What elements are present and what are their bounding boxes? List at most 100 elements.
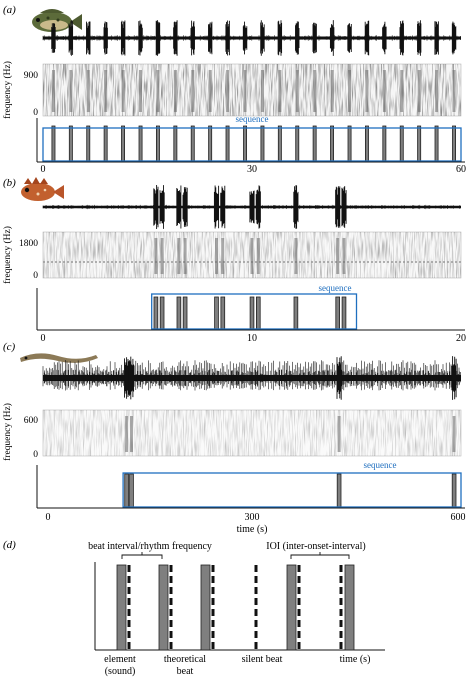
panel-c-spectro-tick-bottom: 0 [33,450,38,460]
diagram-label-time: time (s) [340,654,371,665]
element-bar [434,125,439,163]
panel-a-waveform [42,20,461,56]
panel-a-spectro-tick-bottom: 0 [33,108,38,118]
waveform-burst [382,21,387,55]
element-bar [159,296,165,331]
spectrogram-streak [348,70,351,112]
element-bar [200,564,211,651]
panel-b-spectro-ylabel: frequency (Hz) [2,226,13,284]
spectrogram-streak [69,70,73,112]
diagram-label-ioi: IOI (inter-onset-interval) [266,541,365,552]
element-bar [116,564,127,651]
element-bar [335,296,340,331]
waveform-burst [220,185,226,229]
waveform-burst [103,21,108,55]
spectrogram-streak [104,70,108,112]
element-bar [249,296,255,331]
panel-b-xtick-1: 10 [247,333,257,344]
spectrogram-streak [435,70,439,112]
waveform-burst [417,20,422,56]
element-bar [330,125,334,163]
panel-b: (b) frequency (Hz) 1800 0 sequence 0 10 … [2,177,466,344]
element-bar [312,125,317,163]
element-bar [341,296,347,331]
spectrogram-streak [125,416,129,452]
element-bar [260,125,265,163]
panel-c: (c) frequency (Hz) 600 0 sequence 0 300 … [2,341,466,535]
element-bar [417,125,422,163]
waveform-burst [182,187,188,227]
element-bar [220,296,226,331]
diagram-label-theoretical-beat: beat [177,666,194,677]
spectrogram-streak [452,416,456,452]
panel-c-xtick-1: 300 [245,512,260,523]
element-bar [255,296,261,331]
panel-b-xtick-0: 0 [41,333,46,344]
spectrogram-streak [173,70,177,112]
panel-a-label: (a) [3,4,16,16]
waveform-burst [255,185,261,229]
spectrogram-streak [208,70,212,112]
spectrogram-streak [294,238,298,274]
element-bar [208,125,213,163]
spectrogram-streak [313,70,317,112]
waveform-burst [341,186,347,228]
element-bar [293,296,299,331]
panel-a-pulse-train [42,125,462,163]
waveform-burst [312,22,317,54]
waveform-burst [173,20,178,56]
spectrogram-streak [191,70,195,112]
waveform-burst [213,185,220,229]
spectrogram-streak [382,70,386,112]
waveform-burst [335,186,341,228]
element-bar [382,125,387,163]
waveform-burst [451,356,457,400]
panel-a-spectrogram-texture [43,64,461,116]
waveform-burst [260,20,265,56]
element-bar [173,125,178,163]
element-bar [121,125,125,163]
element-bar [214,296,219,331]
waveform-burst [277,20,283,56]
panel-a: (a) frequency (Hz) 900 0 sequence 0 30 6… [2,4,466,175]
element-bar [286,564,297,651]
scorpionfish-icon [21,177,64,201]
waveform-burst [225,20,230,56]
spectrogram-streak [256,238,260,274]
panel-b-label: (b) [3,177,16,189]
diagram-label-element-sound: (sound) [105,666,136,677]
element-bar [364,125,369,163]
waveform-burst [128,356,135,400]
spectrogram-streak [250,238,254,274]
spectrogram-streak [52,70,55,112]
element-bar [138,125,143,163]
spectrogram-streak [183,238,187,274]
panel-c-xtick-0: 0 [46,512,51,523]
element-bar [399,125,404,163]
waveform-burst [451,21,457,55]
spectrogram-streak [154,238,158,274]
panel-c-spectro-ylabel: frequency (Hz) [2,403,13,461]
panel-c-spectrogram-marks [125,416,456,452]
element-bar [153,296,159,331]
element-bar [176,296,182,331]
spectrogram-streak [226,70,230,112]
panel-a-sequence-label: sequence [236,114,269,124]
spectrogram-streak [278,70,282,112]
waveform-burst [249,190,255,224]
waveform-burst [242,21,248,55]
panel-b-pulse-train [151,293,358,331]
waveform-burst [120,20,126,56]
sequence-box [122,472,462,508]
waveform-burst [208,21,213,55]
panel-c-xtick-2: 600 [451,512,466,523]
panel-b-waveform [42,185,461,229]
waveform-burst [293,185,299,229]
panel-b-spectro-tick-bottom: 0 [33,271,38,281]
element-bar [68,125,73,163]
spectrogram-streak [160,238,164,274]
spectrogram-streak [86,70,90,112]
waveform-burst [153,185,159,229]
spectrogram-streak [452,70,456,112]
spectrogram-streak [221,238,225,274]
